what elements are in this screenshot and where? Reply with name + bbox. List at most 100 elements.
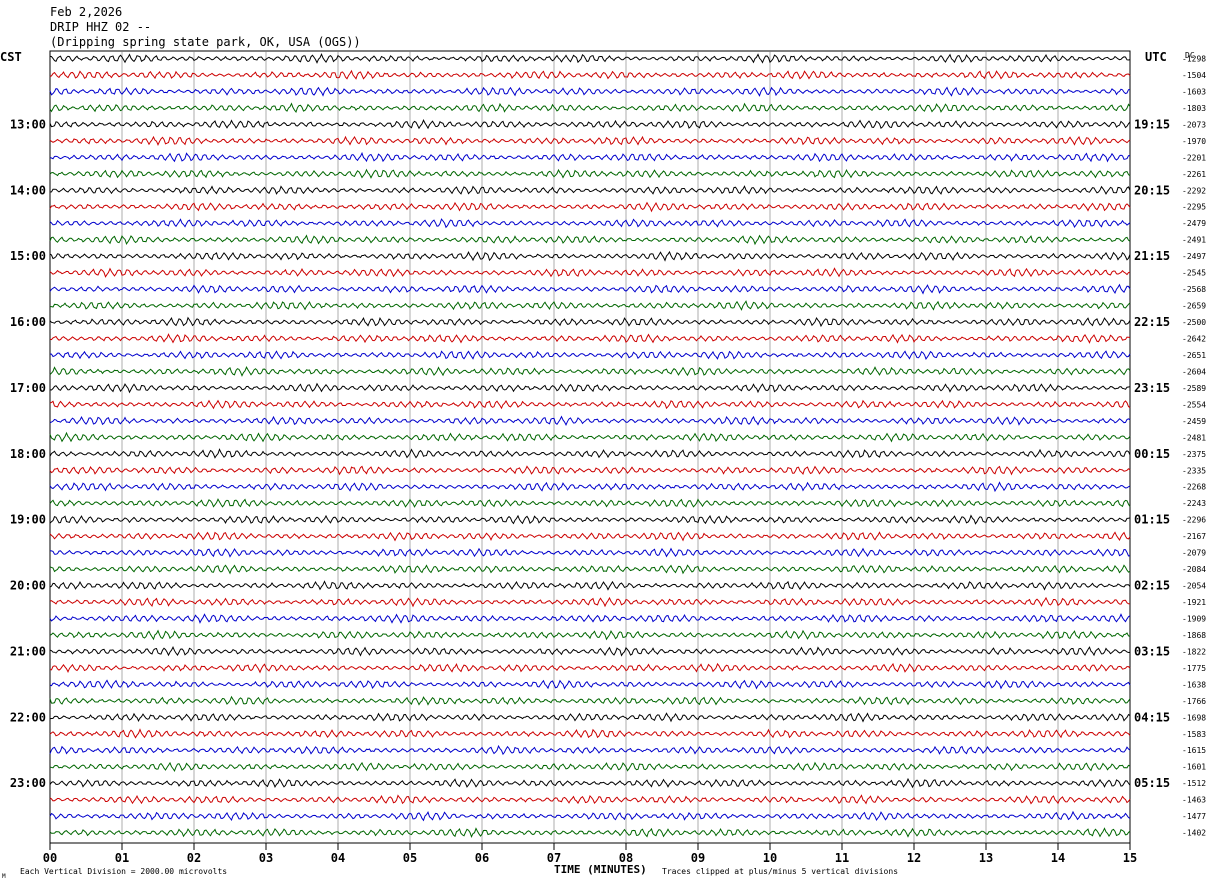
dc-offset-label: -2084 [1182, 565, 1206, 574]
trace-row-21 [49, 382, 1131, 394]
trace-row-28 [49, 498, 1131, 508]
trace-row-24 [49, 431, 1131, 443]
x-tick-label-00: 00 [43, 851, 57, 865]
x-tick-label-14: 14 [1051, 851, 1065, 865]
dc-offset-label: -1512 [1182, 779, 1206, 788]
utc-hour-label: 04:15 [1134, 710, 1170, 724]
trace-row-46 [49, 794, 1131, 805]
dc-offset-label: -2201 [1182, 153, 1206, 162]
trace-row-30 [49, 531, 1131, 542]
dc-offset-label: -1463 [1182, 796, 1206, 805]
x-tick-label-11: 11 [835, 851, 849, 865]
trace-row-48 [49, 827, 1131, 839]
cst-hour-label: 14:00 [10, 183, 46, 197]
trace-row-13 [49, 250, 1131, 262]
utc-hour-label: 02:15 [1134, 579, 1170, 593]
dc-offset-label: -2481 [1182, 433, 1206, 442]
dc-offset-label: -2497 [1182, 252, 1206, 261]
trace-row-9 [49, 185, 1131, 195]
dc-offset-label: -2295 [1182, 203, 1206, 212]
trace-row-39 [49, 679, 1131, 690]
scale-note: Each Vertical Division = 2000.00 microvo… [20, 867, 228, 876]
trace-row-40 [49, 695, 1131, 706]
dc-offset-label: -2491 [1182, 236, 1206, 245]
trace-row-41 [49, 712, 1131, 723]
cst-hour-label: 18:00 [10, 447, 46, 461]
trace-row-8 [49, 168, 1131, 179]
cst-hour-label: 15:00 [10, 249, 46, 263]
dc-offset-label: -1402 [1182, 829, 1206, 838]
utc-axis-label: UTC [1145, 50, 1167, 64]
dc-offset-label: -2296 [1182, 516, 1206, 525]
dc-offset-label: -2659 [1182, 302, 1206, 311]
cst-hour-label: 20:00 [10, 579, 46, 593]
dc-offset-label: -1504 [1182, 71, 1206, 80]
cst-hour-label: 23:00 [10, 776, 46, 790]
cst-axis-label: CST [0, 50, 22, 64]
dc-offset-label: -2604 [1182, 367, 1206, 376]
seismic-traces [49, 52, 1131, 839]
dc-offset-label: -2054 [1182, 582, 1206, 591]
utc-hour-label: 22:15 [1134, 315, 1170, 329]
station-location: (Dripping spring state park, OK, USA (OG… [50, 35, 361, 49]
dc-offset-label: -1921 [1182, 598, 1206, 607]
trace-row-42 [49, 728, 1131, 739]
dc-offset-label: -2167 [1182, 532, 1206, 541]
dc-offset-label: -2073 [1182, 120, 1206, 129]
x-tick-label-07: 07 [547, 851, 561, 865]
trace-row-47 [49, 810, 1131, 822]
dc-offset-label: -1803 [1182, 104, 1206, 113]
dc-offset-label: -2642 [1182, 334, 1206, 343]
trace-row-31 [49, 547, 1131, 558]
dc-offset-label: -1638 [1182, 680, 1206, 689]
trace-row-5 [49, 119, 1131, 130]
dc-offset-label: -2268 [1182, 483, 1206, 492]
utc-hour-label: 03:15 [1134, 644, 1170, 658]
dc-offset-label: -2568 [1182, 285, 1206, 294]
utc-hour-label: 23:15 [1134, 381, 1170, 395]
trace-row-4 [49, 102, 1131, 113]
trace-row-11 [49, 218, 1131, 229]
trace-row-20 [49, 366, 1131, 377]
trace-row-1 [49, 52, 1131, 64]
dc-offset-label: -1698 [1182, 713, 1206, 722]
dc-offset-label: -2545 [1182, 269, 1206, 278]
trace-row-26 [49, 465, 1131, 476]
trace-row-45 [49, 777, 1131, 789]
grid-lines [49, 51, 1131, 850]
dc-offset-label: -1970 [1182, 137, 1206, 146]
trace-row-17 [49, 316, 1131, 328]
trace-row-32 [49, 564, 1131, 575]
trace-row-7 [49, 151, 1131, 163]
trace-row-25 [49, 448, 1131, 459]
utc-hour-label: 05:15 [1134, 776, 1170, 790]
trace-row-36 [49, 629, 1131, 641]
dc-offset-label: -2589 [1182, 384, 1206, 393]
trace-row-44 [49, 761, 1131, 773]
axis-labels: CST UTC DC TIME (MINUTES) 00 01 02 03 04 05 06… [0, 50, 1206, 876]
dc-offset-label: -1615 [1182, 746, 1206, 755]
utc-hour-label: 20:15 [1134, 183, 1170, 197]
trace-row-38 [49, 662, 1131, 674]
trace-row-14 [49, 267, 1131, 278]
trace-row-37 [49, 646, 1131, 657]
dc-offset-label: -1583 [1182, 730, 1206, 739]
dc-offset-label: -1868 [1182, 631, 1206, 640]
station-id: DRIP HHZ 02 -- [50, 20, 152, 34]
x-axis-title: TIME (MINUTES) [554, 863, 647, 876]
dc-offset-label: -1909 [1182, 614, 1206, 623]
x-tick-label-02: 02 [187, 851, 201, 865]
dc-offset-label: -1603 [1182, 87, 1206, 96]
utc-hour-label: 01:15 [1134, 513, 1170, 527]
dc-offset-label: -1822 [1182, 647, 1206, 656]
dc-offset-label: -1298 [1182, 55, 1206, 64]
trace-row-34 [49, 596, 1131, 608]
x-tick-label-06: 06 [475, 851, 489, 865]
x-tick-label-15: 15 [1123, 851, 1137, 865]
plot-frame [49, 50, 1131, 844]
dc-offset-label: -2335 [1182, 466, 1206, 475]
dc-offset-label: -2459 [1182, 417, 1206, 426]
dc-offset-label: -1766 [1182, 697, 1206, 706]
dc-label: DC [1185, 51, 1195, 60]
